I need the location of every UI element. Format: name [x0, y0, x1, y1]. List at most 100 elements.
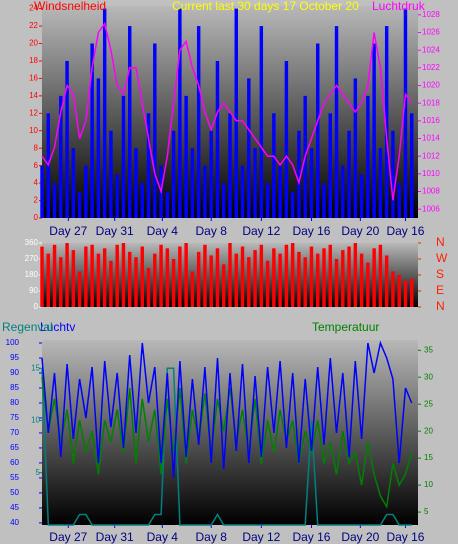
bar — [165, 191, 170, 218]
bar — [272, 113, 276, 218]
bar — [403, 8, 408, 219]
x-tick-label: Day 12 — [242, 224, 280, 238]
bar — [184, 95, 188, 218]
y-tick-label: 10 — [29, 126, 38, 135]
y2-tick-label: 20 — [424, 426, 433, 435]
bar — [59, 257, 63, 307]
bar — [52, 244, 57, 307]
y-tick-label: 90 — [10, 368, 19, 377]
y2-tick-label: N — [436, 299, 445, 313]
bar — [190, 271, 195, 307]
bar — [322, 183, 326, 218]
y2-tick-label: 1020 — [422, 81, 440, 90]
bar — [40, 246, 44, 307]
y2-label: Temperatuur — [312, 320, 379, 334]
y-tick-label: 18 — [29, 56, 38, 65]
y2-tick-label: 1024 — [422, 45, 440, 54]
bar — [196, 251, 201, 307]
x-tick-label: Day 12 — [242, 530, 280, 544]
bar — [253, 250, 257, 307]
x-tick-label: Day 4 — [147, 530, 179, 544]
bar — [171, 259, 176, 307]
x-tick-label: Day 20 — [341, 530, 379, 544]
bar — [334, 259, 339, 307]
bar — [153, 253, 157, 307]
bar — [102, 8, 107, 219]
bar — [178, 8, 182, 219]
y-tick-label: 14 — [29, 91, 38, 100]
y2-tick-label: 1016 — [422, 116, 440, 125]
bar — [90, 244, 94, 307]
bar — [353, 243, 358, 307]
x-tick-label: Day 16 — [386, 224, 424, 238]
bar — [347, 130, 351, 218]
bar — [96, 78, 101, 218]
x-tick-label: Day 16 — [292, 530, 330, 544]
bar — [309, 148, 314, 218]
bar — [71, 250, 76, 307]
y-tick-label: 55 — [10, 473, 19, 482]
line — [41, 367, 412, 526]
y-tick-label: 40 — [10, 518, 19, 527]
y2-tick-label: 1028 — [422, 10, 440, 19]
y-tick-label: 80 — [10, 398, 19, 407]
bar — [46, 253, 50, 307]
bar — [109, 130, 113, 218]
y-tick-label: 85 — [10, 383, 19, 392]
bar — [247, 257, 251, 307]
bar — [359, 174, 364, 218]
y2-tick-label: 5 — [424, 507, 429, 516]
y-tick-label: 16 — [29, 74, 38, 83]
y-tick-label: 50 — [10, 488, 19, 497]
bar — [203, 244, 207, 307]
y2-tick-label: 1010 — [422, 169, 440, 178]
bar — [153, 43, 157, 218]
y2-tick-label: 1014 — [422, 134, 440, 143]
y3-tick-label: 5 — [36, 468, 41, 477]
line — [41, 21, 413, 201]
bar — [128, 251, 132, 307]
bar — [159, 244, 163, 307]
y2-tick-label: 1018 — [422, 98, 440, 107]
bar — [65, 243, 69, 307]
y-tick-label: 65 — [10, 443, 19, 452]
y2-tick-label: S — [436, 267, 444, 281]
bar — [265, 260, 270, 307]
bar — [234, 253, 238, 307]
bar — [316, 253, 320, 307]
bar — [410, 113, 414, 218]
bar — [190, 148, 195, 218]
y-tick-label: 20 — [29, 39, 38, 48]
bar — [115, 174, 119, 218]
bar — [96, 253, 101, 307]
x-tick-label: Day 8 — [196, 530, 228, 544]
bar — [121, 243, 126, 307]
line — [41, 340, 413, 478]
bar — [209, 130, 213, 218]
bar — [378, 244, 383, 307]
x-tick-label: Day 27 — [49, 224, 87, 238]
bar — [77, 271, 82, 307]
y-tick-label: 75 — [10, 413, 19, 422]
bar — [290, 191, 295, 218]
bar — [184, 243, 188, 307]
bar — [410, 278, 414, 307]
bar — [165, 248, 170, 307]
bar — [391, 271, 395, 307]
bar — [140, 183, 144, 218]
bar — [403, 280, 408, 307]
y-label: Windsnelheid — [34, 0, 106, 13]
x-tick-label: Day 20 — [341, 224, 379, 238]
bar — [328, 113, 332, 218]
bar — [128, 26, 132, 219]
bar — [384, 26, 389, 219]
x-tick-label: Day 31 — [96, 224, 134, 238]
bar — [90, 43, 94, 218]
bar — [309, 246, 314, 307]
y2-tick-label: 1012 — [422, 151, 440, 160]
bar — [284, 60, 289, 218]
bar — [140, 246, 144, 307]
y2-tick-label: N — [436, 235, 445, 249]
y2-tick-label: W — [436, 251, 448, 265]
